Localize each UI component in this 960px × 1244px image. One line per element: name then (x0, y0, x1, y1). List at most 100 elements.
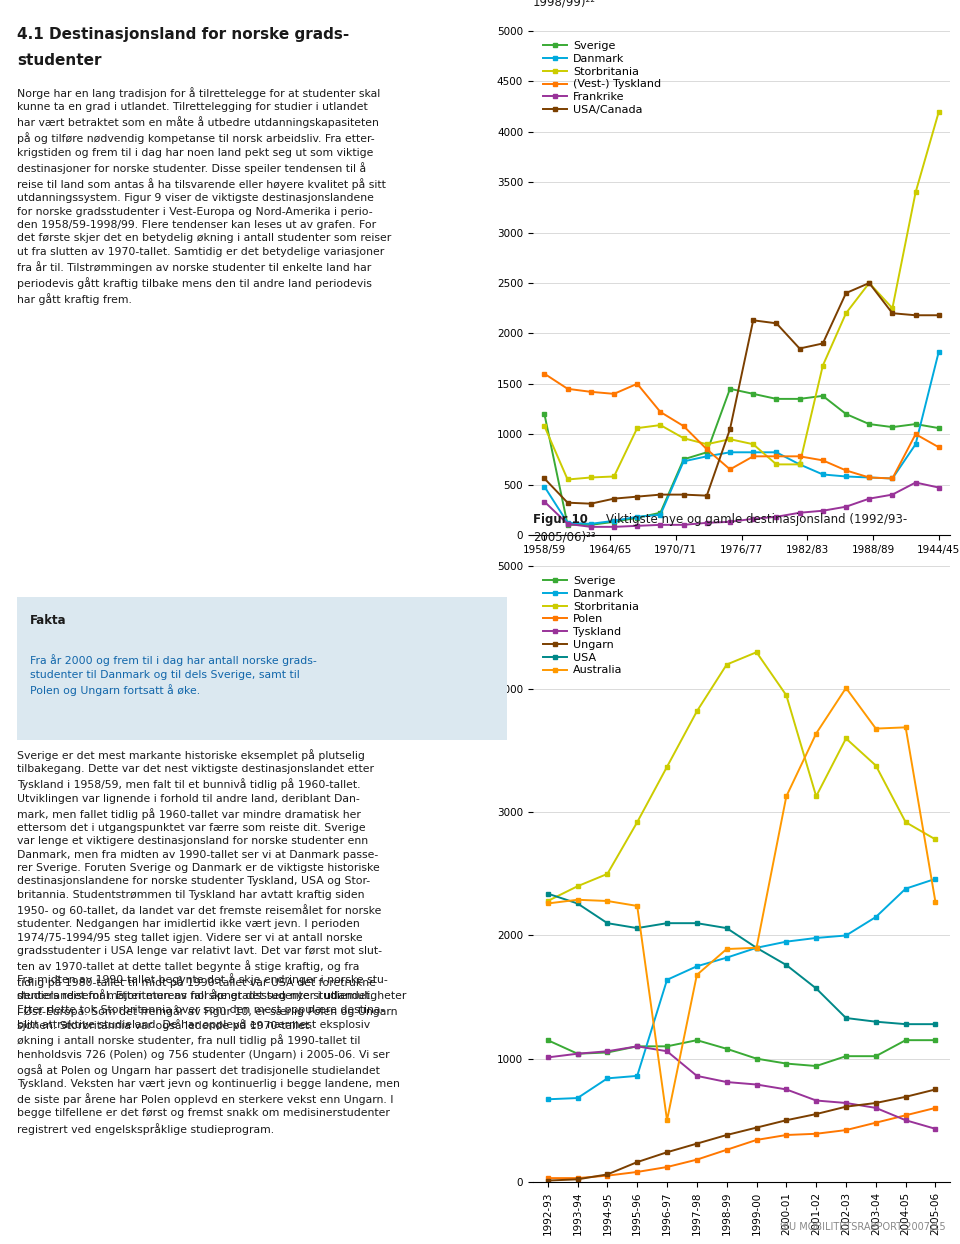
Australia (661, 1112, 673, 1127)
Tyskland (542, 1050, 554, 1065)
Danmark (840, 928, 852, 943)
Ungarn (751, 1120, 762, 1135)
USA/Canada (655, 488, 666, 503)
Sverige (609, 514, 620, 529)
Line: Sverige: Sverige (545, 1037, 938, 1069)
USA (661, 916, 673, 931)
Line: Frankrike: Frankrike (542, 480, 941, 529)
Storbritania (751, 644, 762, 659)
Australia (632, 898, 643, 913)
Ungarn (900, 1090, 911, 1105)
USA (870, 1014, 881, 1029)
Tyskland (810, 1093, 822, 1108)
Polen (721, 1142, 732, 1157)
Danmark (572, 1091, 584, 1106)
Storbritania (840, 731, 852, 746)
USA/Canada (701, 488, 712, 503)
USA (810, 982, 822, 996)
Legend: Sverige, Danmark, Storbritania, (Vest-) Tyskland, Frankrike, USA/Canada: Sverige, Danmark, Storbritania, (Vest-) … (539, 36, 665, 119)
Storbritania (780, 688, 792, 703)
(Vest-) Tyskland (748, 449, 759, 464)
Danmark (539, 479, 550, 494)
Storbritania (933, 104, 945, 119)
Storbritania (929, 832, 941, 847)
Polen (840, 1122, 852, 1137)
Sverige (780, 1056, 792, 1071)
Line: Danmark: Danmark (542, 350, 941, 526)
Text: Fra år 2000 og frem til i dag har antall norske grads-
studenter til Danmark og : Fra år 2000 og frem til i dag har antall… (30, 654, 316, 695)
Ungarn (602, 1167, 613, 1182)
(Vest-) Tyskland (701, 442, 712, 457)
Sverige (632, 510, 643, 525)
Danmark (863, 470, 875, 485)
Ungarn (632, 1154, 643, 1169)
Ungarn (929, 1082, 941, 1097)
(Vest-) Tyskland (562, 382, 573, 397)
Sverige (602, 1045, 613, 1060)
Ungarn (810, 1107, 822, 1122)
USA/Canada (817, 336, 828, 351)
Danmark (929, 871, 941, 886)
Storbritania (887, 301, 899, 316)
(Vest-) Tyskland (539, 366, 550, 381)
USA (572, 896, 584, 911)
(Vest-) Tyskland (794, 449, 805, 464)
Sverige (721, 1041, 732, 1056)
Sverige (724, 382, 735, 397)
(Vest-) Tyskland (910, 427, 922, 442)
Ungarn (840, 1100, 852, 1115)
Danmark (562, 515, 573, 530)
Sverige (929, 1033, 941, 1047)
Storbritania (900, 815, 911, 830)
Storbritania (542, 893, 554, 908)
USA/Canada (724, 422, 735, 437)
Polen (810, 1126, 822, 1141)
Frankrike (887, 488, 899, 503)
(Vest-) Tyskland (609, 387, 620, 402)
Danmark (870, 909, 881, 924)
Text: SIU MOBILITETSRAPPORT 2007/15: SIU MOBILITETSRAPPORT 2007/15 (780, 1222, 946, 1232)
Frankrike (794, 505, 805, 520)
Australia (870, 722, 881, 736)
Ungarn (542, 1173, 554, 1188)
Ungarn (870, 1096, 881, 1111)
Storbritania (910, 185, 922, 200)
Polen (572, 1171, 584, 1186)
Tyskland (900, 1112, 911, 1127)
Tyskland (929, 1121, 941, 1136)
Text: Figur 10: Figur 10 (533, 514, 591, 526)
Frankrike (840, 499, 852, 514)
Danmark (780, 934, 792, 949)
Storbritania (810, 789, 822, 804)
Frankrike (632, 519, 643, 534)
Sverige (771, 392, 782, 407)
Ungarn (691, 1136, 703, 1151)
Text: studenter: studenter (17, 53, 102, 68)
Frankrike (609, 520, 620, 535)
(Vest-) Tyskland (933, 440, 945, 455)
Line: Sverige: Sverige (542, 387, 941, 527)
Storbritania (632, 815, 643, 830)
USA (929, 1016, 941, 1031)
Storbritania (721, 657, 732, 672)
Sverige (542, 1033, 554, 1047)
Sverige (585, 518, 596, 532)
Storbritania (562, 471, 573, 486)
Storbritania (691, 704, 703, 719)
Sverige (751, 1051, 762, 1066)
USA/Canada (678, 488, 689, 503)
Australia (900, 720, 911, 735)
Danmark (678, 454, 689, 469)
Ungarn (721, 1127, 732, 1142)
Sverige (691, 1033, 703, 1047)
Danmark (542, 1092, 554, 1107)
Line: USA/Canada: USA/Canada (542, 281, 941, 506)
Frankrike (817, 504, 828, 519)
Storbritania (840, 306, 852, 321)
(Vest-) Tyskland (632, 377, 643, 392)
Storbritania (572, 878, 584, 893)
USA (840, 1010, 852, 1025)
USA/Canada (933, 307, 945, 322)
Line: Danmark: Danmark (545, 877, 938, 1102)
USA (780, 958, 792, 973)
